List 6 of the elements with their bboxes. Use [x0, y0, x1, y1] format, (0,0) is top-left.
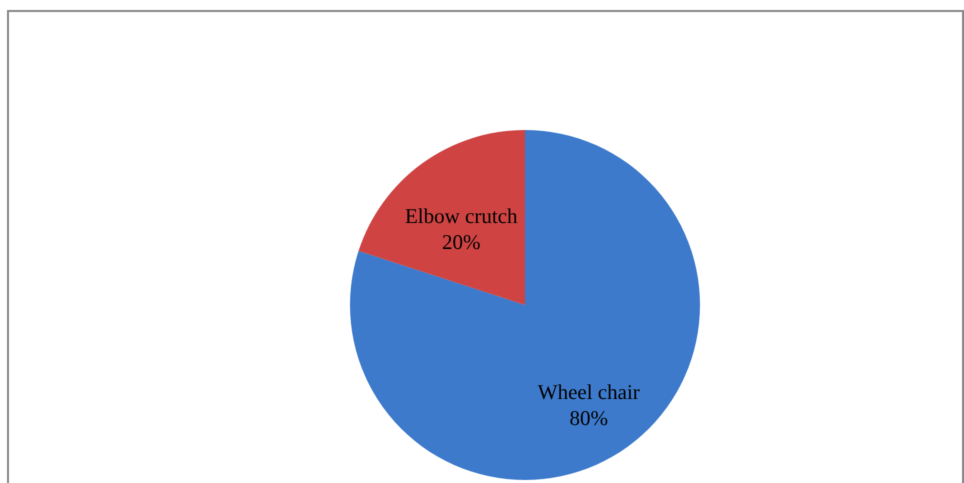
- slice-label: Elbow crutch: [404, 204, 518, 228]
- slice-label: Wheel chair: [538, 380, 640, 404]
- data-label: 20%: [442, 230, 480, 254]
- data-label: 80%: [570, 406, 608, 430]
- pie-slice: [350, 130, 700, 480]
- pie-slice: [358, 130, 525, 305]
